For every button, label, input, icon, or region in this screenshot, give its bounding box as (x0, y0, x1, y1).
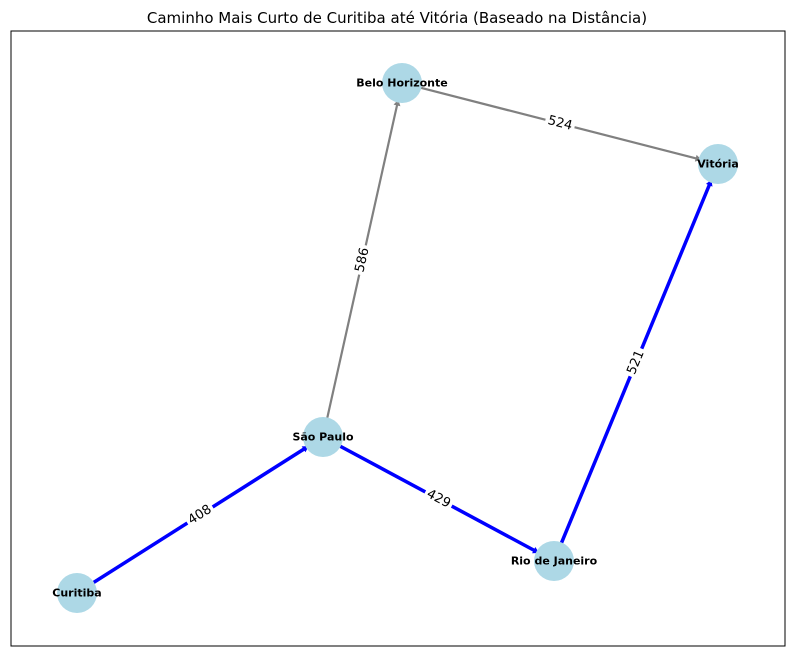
edge-weight-label-background (350, 243, 375, 277)
edge-weight-label: 586 (352, 246, 372, 273)
edge-weight-label: 524 (546, 113, 574, 134)
node-label-rio: Rio de Janeiro (511, 555, 598, 568)
node-rio (534, 541, 574, 581)
edge-weight-label-background (182, 499, 218, 531)
plot-frame (10, 30, 786, 647)
edge-weight-label-group: 521 (621, 345, 651, 380)
node-label-sao_paulo: São Paulo (292, 431, 354, 444)
node-vitoria (698, 144, 738, 184)
edge-weight-label-group: 586 (350, 243, 375, 277)
node-curitiba (57, 573, 97, 613)
node-label-vitoria: Vitória (697, 158, 739, 171)
node-bh (382, 63, 422, 103)
edge-weight-label-background (621, 345, 651, 380)
node-sao_paulo (303, 417, 343, 457)
edge-weight-label-group: 524 (543, 111, 577, 136)
figure-title: Caminho Mais Curto de Curitiba até Vitór… (147, 9, 647, 27)
edge-weight-label-background (543, 111, 577, 136)
nodes-layer: Curitiba São Paulo Rio de Janeiro Vitória Be… (52, 63, 739, 613)
node-label-curitiba: Curitiba (52, 587, 101, 600)
edge-weight-label-background (421, 483, 456, 515)
node-label-bh: Belo Horizonte (356, 77, 447, 90)
